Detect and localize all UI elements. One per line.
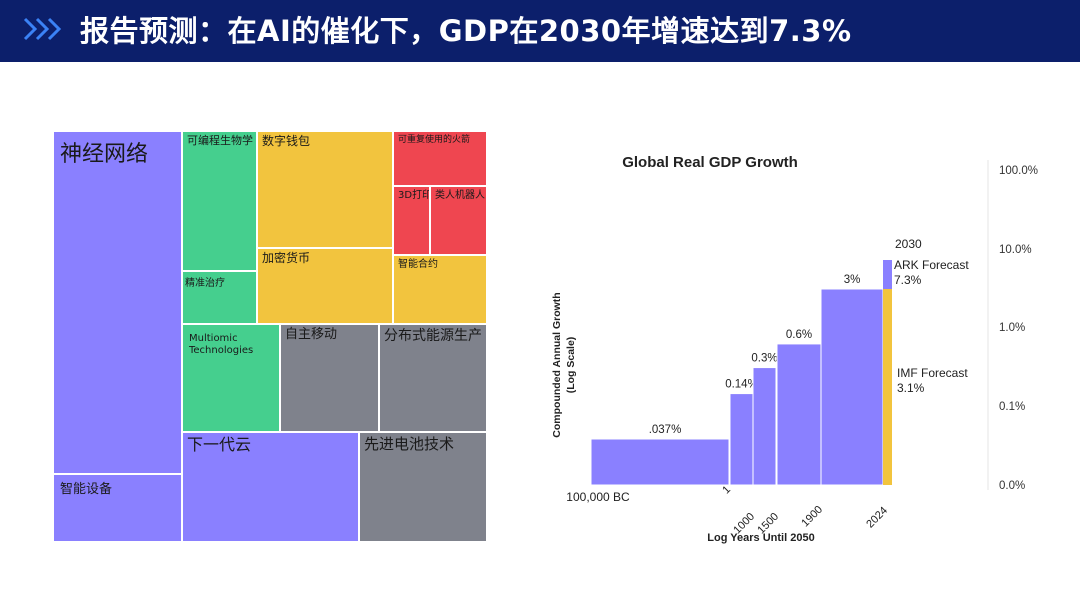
imf-forecast-name: IMF Forecast	[897, 366, 968, 380]
gdp-bar-4	[820, 288, 884, 486]
ark-forecast-year: 2030	[895, 237, 922, 251]
y-tick-label: 100.0%	[999, 165, 1038, 177]
treemap-tile-reusable-rockets: 可重复使用的火箭	[393, 131, 487, 186]
gdp-bar-label: 0.3%	[751, 353, 777, 365]
technology-treemap: 神经网络智能设备 可编程生物学 精准治疗 数字钱包加密货币 可重复使用的火箭 3D打印 类人…	[53, 131, 487, 542]
gdp-growth-chart: Global Real GDP Growth 100.0% 10.0% 1.0% 0.1…	[533, 135, 1048, 545]
treemap-tile-label: 精准治疗	[185, 278, 225, 289]
treemap-tile-label: 分布式能源生产	[384, 328, 482, 344]
gdp-bar-label: 3%	[844, 274, 861, 286]
y-axis-label: Compounded Annual Growth (Log Scale)	[551, 292, 577, 437]
x-tick-label: 1	[720, 484, 733, 497]
treemap-tile-label: 可重复使用的火箭	[398, 135, 471, 145]
double-chevron-right-icon	[23, 17, 62, 41]
treemap-tile-label: 智能设备	[60, 482, 113, 497]
treemap-tile-label: 加密货币	[262, 251, 311, 265]
gdp-bar-1	[729, 393, 754, 486]
treemap-tile-cryptocurrency: 加密货币	[257, 248, 393, 324]
ark-forecast-bar	[883, 260, 892, 289]
treemap-tile-label: 数字钱包	[262, 134, 311, 148]
x-tick-label: 2024	[864, 505, 890, 531]
imf-forecast-value: 3.1%	[897, 381, 925, 395]
treemap-tile-neural-networks: 神经网络	[53, 131, 182, 474]
ark-forecast-name: ARK Forecast	[894, 258, 969, 272]
x-tick-label: 1900	[799, 504, 825, 530]
header-banner: 报告预测：在AI的催化下，GDP在2030年增速达到7.3%	[0, 0, 1080, 62]
treemap-tile-label: Multiomic Technologies	[189, 333, 254, 356]
y-tick-label: 0.0%	[999, 480, 1025, 492]
treemap-tile-label: 神经网络	[60, 142, 149, 167]
chart-title: Global Real GDP Growth	[622, 154, 798, 171]
treemap-tile-label: 可编程生物学	[187, 134, 253, 147]
gdp-bar-0	[590, 438, 730, 486]
y-tick-label: 1.0%	[999, 322, 1025, 334]
gdp-chart-svg: Global Real GDP Growth 100.0%10.0%1.0%0.1…	[551, 154, 1038, 544]
imf-forecast-bar	[883, 289, 892, 485]
treemap-tile-label: 自主移动	[285, 327, 338, 342]
y-tick-label: 0.1%	[999, 401, 1025, 413]
gdp-bar-label: 0.6%	[786, 329, 812, 341]
treemap-tile-humanoid-robots: 类人机器人	[430, 186, 487, 255]
treemap-tile-advanced-battery: 先进电池技术	[359, 432, 487, 542]
y-axis-label-line2: (Log Scale)	[565, 337, 577, 394]
treemap-tile-next-gen-cloud: 下一代云	[182, 432, 359, 542]
x-axis-label: Log Years Until 2050	[707, 532, 814, 544]
page-title: 报告预测：在AI的催化下，GDP在2030年增速达到7.3%	[80, 14, 852, 48]
treemap-tile-3d-printing: 3D打印	[393, 186, 430, 255]
treemap-tile-multiomic-technologies: Multiomic Technologies	[182, 324, 280, 432]
gdp-bar-label: 0.14%	[725, 379, 758, 391]
treemap-tile-smart-contracts: 智能合约	[393, 255, 487, 324]
treemap-tile-autonomous-mobility: 自主移动	[280, 324, 379, 432]
x-tick-label: 100,000 BC	[566, 490, 630, 504]
treemap-tile-programmable-biology: 可编程生物学	[182, 131, 257, 271]
ark-forecast-value: 7.3%	[894, 273, 922, 287]
treemap-tile-smart-devices: 智能设备	[53, 474, 182, 542]
treemap-tile-distributed-energy: 分布式能源生产	[379, 324, 487, 432]
gdp-bar-3	[776, 343, 822, 486]
y-axis-label-line1: Compounded Annual Growth	[551, 292, 563, 437]
treemap-tile-label: 类人机器人	[435, 190, 485, 201]
treemap-tile-precision-therapy: 精准治疗	[182, 271, 257, 324]
gdp-bar-label: .037%	[649, 424, 682, 436]
treemap-tile-digital-wallet: 数字钱包	[257, 131, 393, 248]
treemap-tile-label: 下一代云	[187, 435, 252, 454]
y-tick-label: 10.0%	[999, 244, 1032, 256]
treemap-tile-label: 3D打印	[398, 190, 430, 201]
treemap-tile-label: 智能合约	[398, 259, 438, 270]
gdp-bar-2	[752, 367, 777, 486]
treemap-tile-label: 先进电池技术	[364, 435, 455, 453]
